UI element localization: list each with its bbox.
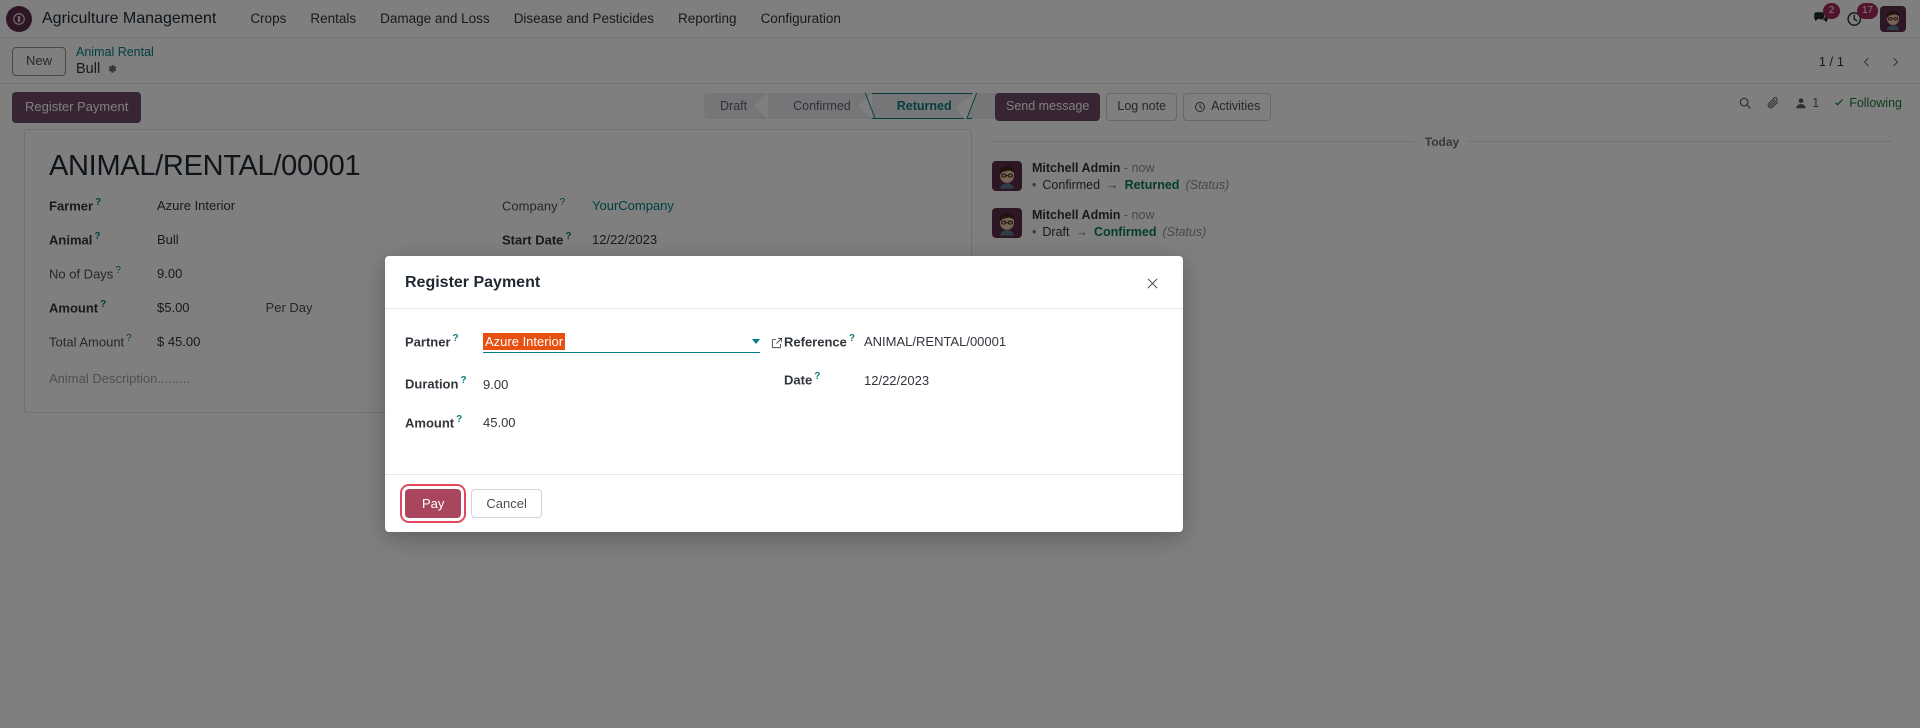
- dialog-field-partner: Partner? Azure Interior: [405, 333, 784, 354]
- duration-input[interactable]: 9.00: [483, 376, 509, 392]
- dialog-columns: Partner? Azure Interior: [405, 333, 1163, 452]
- dialog-field-date-label: Date?: [784, 371, 864, 387]
- amount-input[interactable]: 45.00: [483, 414, 516, 430]
- register-payment-dialog: Register Payment Partner? Azure In: [385, 256, 1183, 532]
- dialog-partner-label-text: Partner: [405, 334, 451, 350]
- dialog-reference-label-text: Reference: [784, 334, 847, 350]
- dialog-title: Register Payment: [405, 274, 541, 291]
- dialog-field-partner-label: Partner?: [405, 333, 483, 349]
- partner-input-value: Azure Interior: [483, 333, 566, 351]
- help-icon-partner[interactable]: ?: [452, 333, 459, 344]
- dialog-field-duration: Duration? 9.00: [405, 375, 784, 391]
- dialog-field-amount: Amount? 45.00: [405, 414, 784, 430]
- external-link-icon: [771, 338, 783, 349]
- dialog-column-left: Partner? Azure Interior: [405, 333, 784, 452]
- cancel-button[interactable]: Cancel: [471, 488, 542, 518]
- dialog-field-date: Date? 12/22/2023: [784, 371, 1163, 387]
- close-button[interactable]: [1141, 272, 1163, 294]
- date-input[interactable]: 12/22/2023: [864, 372, 930, 388]
- open-partner-record-icon[interactable]: [770, 336, 784, 350]
- dialog-field-reference-label: Reference?: [784, 333, 864, 349]
- dialog-footer: Pay Cancel: [385, 473, 1183, 532]
- reference-input[interactable]: ANIMAL/RENTAL/00001: [864, 334, 1007, 350]
- dialog-body: Partner? Azure Interior: [385, 309, 1183, 474]
- dialog-field-amount-label: Amount?: [405, 414, 483, 430]
- dialog-date-label-text: Date: [784, 372, 813, 388]
- dialog-duration-label-text: Duration: [405, 376, 459, 392]
- dialog-field-reference: Reference? ANIMAL/RENTAL/00001: [784, 333, 1163, 349]
- close-icon: [1147, 278, 1157, 288]
- pay-button[interactable]: Pay: [399, 483, 467, 523]
- dialog-header: Register Payment: [385, 256, 1183, 309]
- chevron-down-icon[interactable]: [752, 339, 760, 345]
- dialog-amount-label-text: Amount: [405, 414, 455, 430]
- dialog-column-right: Reference? ANIMAL/RENTAL/00001 Date? 12/…: [784, 333, 1163, 452]
- partner-input[interactable]: Azure Interior: [483, 333, 760, 354]
- help-icon-reference[interactable]: ?: [848, 333, 855, 344]
- dialog-partner-field: Azure Interior: [483, 333, 784, 354]
- help-icon-dialog-amount[interactable]: ?: [456, 413, 463, 425]
- help-icon-duration[interactable]: ?: [460, 375, 467, 387]
- help-icon-date[interactable]: ?: [814, 371, 821, 383]
- dialog-field-duration-label: Duration?: [405, 375, 483, 391]
